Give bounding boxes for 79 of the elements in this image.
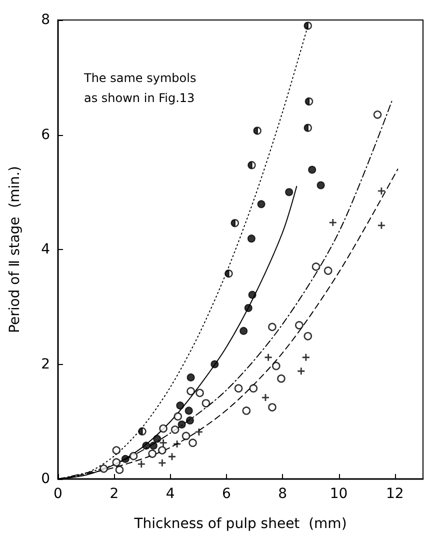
point [186, 416, 194, 424]
point [268, 322, 276, 332]
point [138, 460, 145, 468]
x-tick-label: 0 [54, 486, 62, 502]
point [112, 446, 121, 454]
point [257, 200, 266, 208]
point [195, 428, 202, 436]
point [115, 466, 124, 474]
point [196, 388, 204, 398]
point [160, 439, 167, 446]
point [224, 269, 233, 278]
point [210, 360, 219, 368]
point [188, 438, 197, 447]
point [168, 453, 176, 460]
point [373, 110, 382, 119]
point [142, 442, 150, 450]
point [244, 304, 252, 312]
point [248, 161, 256, 170]
point [302, 354, 310, 361]
y-tick-label: 4 [41, 242, 50, 258]
point [230, 218, 240, 228]
y-axis-title: Period of Ⅱ stage (min.) [7, 166, 23, 333]
point [174, 412, 182, 421]
x-tick-label: 10 [330, 486, 348, 502]
point [234, 384, 243, 392]
x-tick-label: 12 [386, 486, 404, 502]
point [138, 427, 146, 436]
x-tick-label: 6 [222, 486, 231, 502]
point [316, 181, 325, 190]
point [121, 454, 130, 463]
point [149, 442, 158, 450]
point [308, 166, 316, 174]
point [247, 234, 256, 243]
point [186, 373, 195, 382]
point [264, 354, 272, 361]
point [129, 452, 138, 460]
point [158, 446, 166, 454]
point [304, 124, 312, 132]
point [378, 187, 385, 194]
point [182, 432, 190, 440]
point [176, 402, 184, 410]
point [312, 262, 320, 271]
point [170, 426, 180, 434]
point [202, 399, 210, 408]
y-tick-label: 0 [41, 471, 50, 487]
x-tick-label: 8 [278, 486, 288, 502]
point [324, 266, 332, 275]
point [378, 222, 385, 229]
point [304, 332, 312, 340]
point [304, 22, 312, 30]
point [159, 424, 168, 433]
x-tick-label: 2 [110, 486, 119, 502]
y-tick-label: 2 [41, 356, 50, 372]
point [158, 459, 166, 466]
x-tick-label: 4 [166, 486, 175, 502]
point [285, 188, 294, 196]
point [253, 126, 262, 135]
point [240, 326, 248, 335]
point [295, 321, 304, 330]
y-tick-label: 6 [41, 126, 50, 143]
annotation: The same symbols as shown in Fig.13 [83, 71, 196, 105]
point [100, 464, 108, 473]
point [242, 406, 251, 415]
point [249, 384, 258, 392]
point [153, 434, 162, 443]
point [268, 403, 276, 412]
point [277, 374, 286, 383]
point [248, 290, 256, 299]
point [148, 450, 156, 458]
point [112, 458, 121, 467]
point [184, 406, 193, 415]
point [178, 420, 186, 428]
x-axis-title: Thickness of pulp sheet (mm) [133, 516, 347, 532]
point [272, 362, 280, 370]
point [329, 219, 336, 226]
point [186, 387, 195, 396]
y-tick-label: 8 [41, 12, 50, 28]
point [304, 97, 314, 106]
point [298, 368, 305, 375]
